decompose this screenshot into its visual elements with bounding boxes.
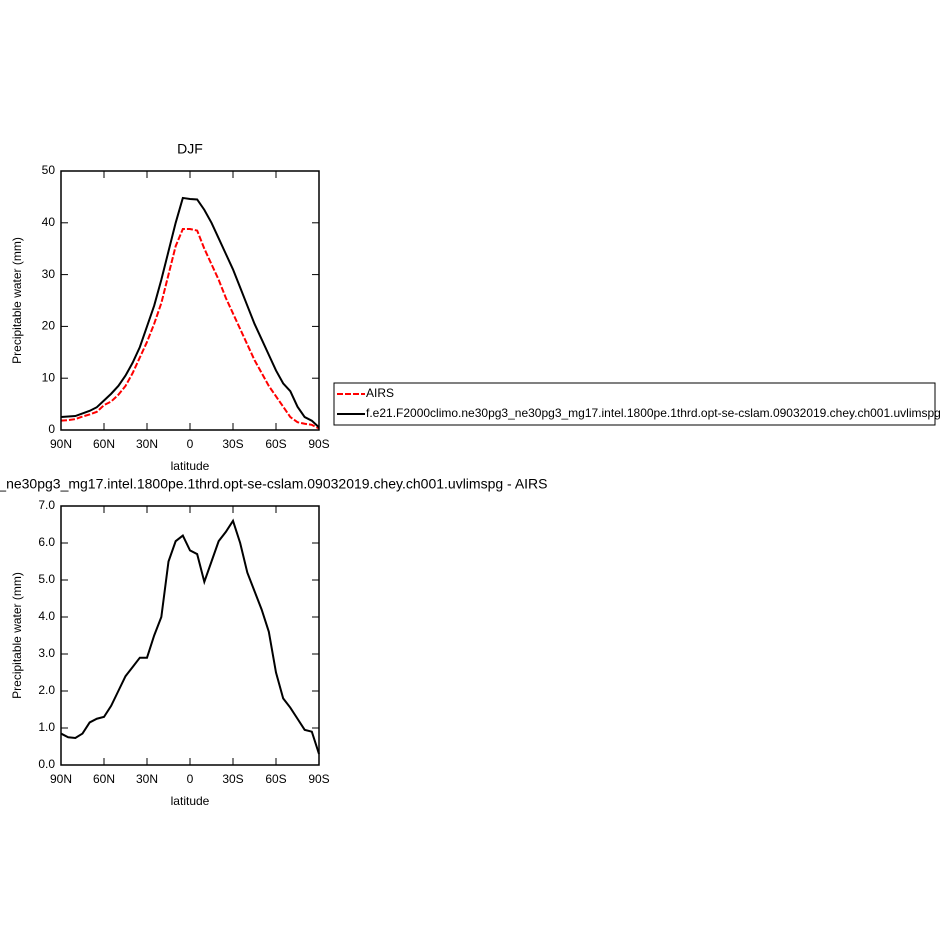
y-axis-label: Precipitable water (mm) [10, 237, 24, 364]
y-axis-label: Precipitable water (mm) [10, 572, 24, 699]
chart-title: f.e21.F2000climo.ne30pg3_ne30pg3_mg17.in… [0, 476, 548, 492]
y-tick-label: 7.0 [38, 498, 55, 512]
x-tick-label: 60N [93, 437, 115, 451]
x-tick-label: 90N [50, 772, 72, 786]
x-tick-label: 90S [308, 437, 329, 451]
y-tick-label: 5.0 [38, 572, 55, 586]
x-tick-label: 60S [265, 772, 286, 786]
y-tick-label: 1.0 [38, 720, 55, 734]
y-tick-label: 40 [42, 215, 56, 229]
y-tick-label: 10 [42, 370, 56, 384]
plot-frame [60, 170, 320, 431]
data-line [60, 196, 320, 429]
legend-label: AIRS [366, 386, 394, 400]
x-tick-label: 90N [50, 437, 72, 451]
x-tick-label: 90S [308, 772, 329, 786]
x-tick-label: 0 [187, 772, 194, 786]
legend-box [333, 382, 936, 426]
y-tick-label: 50 [42, 163, 56, 177]
data-line [60, 518, 320, 755]
y-tick-label: 30 [42, 267, 56, 281]
x-tick-label: 30N [136, 772, 158, 786]
y-tick-label: 4.0 [38, 609, 55, 623]
x-tick-label: 30S [222, 772, 243, 786]
data-line [60, 228, 320, 430]
y-tick-label: 3.0 [38, 646, 55, 660]
legend-label: f.e21.F2000climo.ne30pg3_ne30pg3_mg17.in… [366, 406, 941, 420]
y-tick-label: 6.0 [38, 535, 55, 549]
x-tick-label: 60N [93, 772, 115, 786]
x-tick-label: 0 [187, 437, 194, 451]
x-tick-label: 30S [222, 437, 243, 451]
x-axis-label: latitude [171, 794, 210, 808]
x-tick-label: 60S [265, 437, 286, 451]
y-tick-label: 2.0 [38, 683, 55, 697]
chart-title: DJF [177, 141, 203, 157]
y-tick-label: 0 [48, 422, 55, 436]
x-tick-label: 30N [136, 437, 158, 451]
x-axis-label: latitude [171, 459, 210, 473]
y-tick-label: 20 [42, 319, 56, 333]
y-tick-label: 0.0 [38, 757, 55, 771]
plot-frame [60, 505, 320, 766]
